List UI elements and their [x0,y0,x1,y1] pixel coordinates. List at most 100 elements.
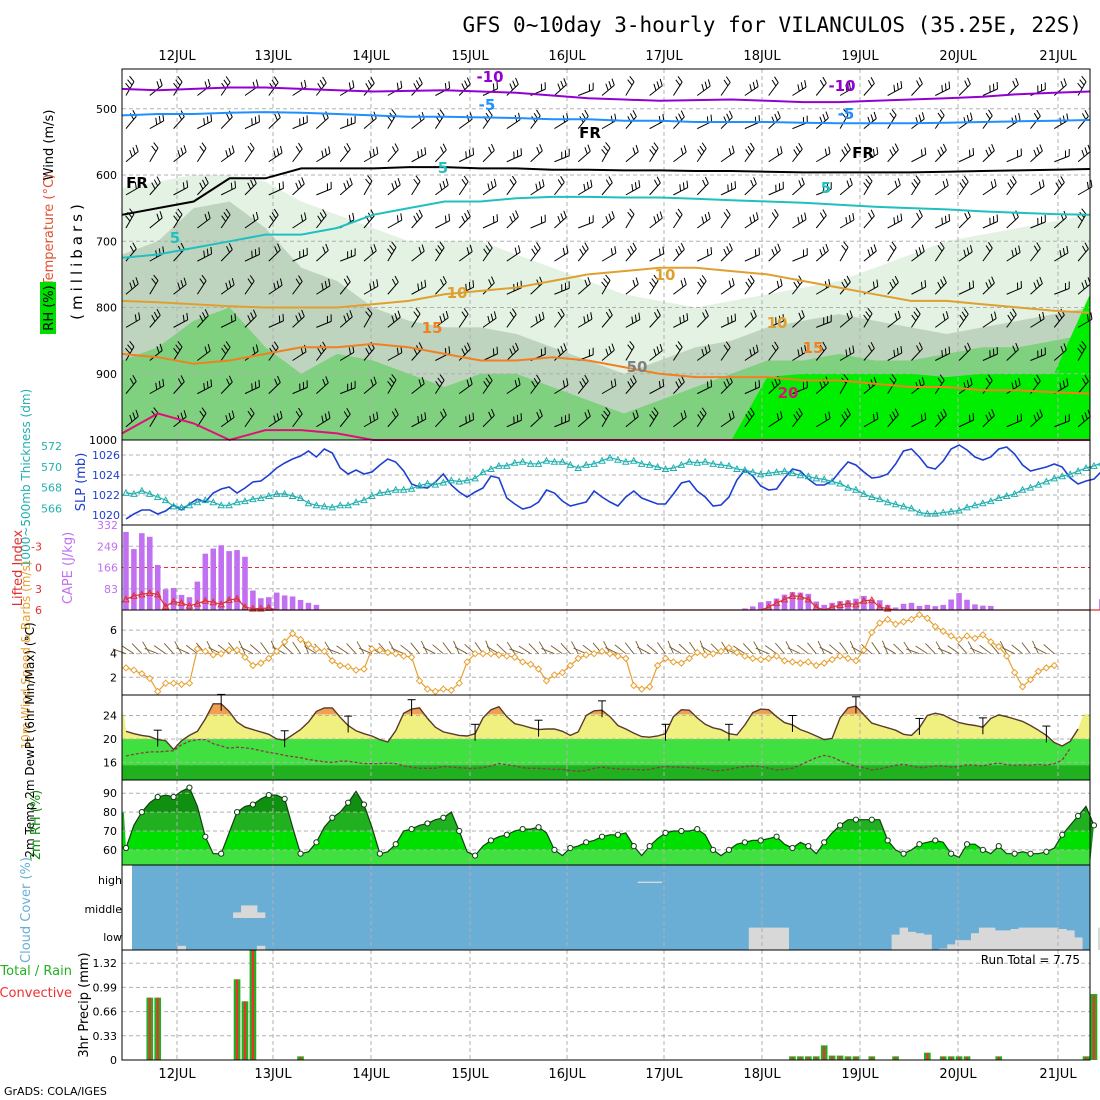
barb-flag [1042,311,1045,319]
barb-flag [1009,179,1015,186]
barb-flag [177,208,183,215]
barb-flag [728,147,732,155]
upper-wind-barb [149,378,165,395]
barb-flag [846,312,850,320]
cloud-low-bar [923,934,932,950]
cape-bar [821,604,827,610]
barb-flag [127,344,133,351]
upper-wind-barb [220,410,235,428]
rh2m-point [614,831,622,838]
upper-wind-barb [768,243,781,262]
upper-wind-barb [673,242,685,262]
rh2m-point [1043,848,1050,855]
barb-flag [1012,308,1017,315]
upper-wind-barb [768,111,781,129]
upper-wind-barb [673,410,687,428]
barb-shaft [435,317,449,328]
barb-flag [491,143,495,151]
barb-flag [396,347,399,355]
wind10m-barb [839,642,849,654]
barb-flag [298,312,302,320]
barb-shaft [958,216,971,229]
wind10m-barb [893,643,904,655]
barb-shaft [196,413,207,428]
upper-wind-barb [863,376,877,395]
wind10m-barb [174,641,182,654]
wind10m-barb [721,641,730,654]
thickness-axis-label: 1000~500mb Thickness (dm) [19,389,33,567]
upper-wind-barb [673,76,683,96]
barb-flag [324,413,328,421]
upper-wind-barb [506,148,522,163]
barb-flag [701,142,707,149]
cloud-low-bar [891,934,901,950]
wind10m-barb [935,641,944,654]
barb-flag [372,281,375,289]
barb-flag [317,347,322,355]
wind10m-barb [238,640,246,654]
barb-flag [1014,247,1018,255]
thickness-point [685,457,694,465]
rh2m-point [963,841,971,848]
cape-bar [908,602,915,610]
upper-wind-barb [792,80,807,96]
barb-flag [1015,77,1019,85]
barb-flag [601,281,607,288]
upper-wind-barb [363,307,373,328]
barb-flag [485,245,491,252]
barb-flag [656,81,660,89]
barb-shaft [339,414,351,428]
wind10m-barb [506,641,516,654]
barb-flag [701,348,705,356]
barb-flag [1077,347,1083,354]
thickness-point [542,456,551,464]
barb-flag [1086,181,1089,189]
upper-wind-barb [815,243,829,262]
barb-flag [924,147,927,155]
barb-flag [841,281,846,289]
slp-tick-1024: 1024 [92,469,120,482]
upper-wind-barb [911,175,921,196]
barb-flag [584,279,588,287]
wind10m-barb [764,645,777,655]
barb-shaft [173,284,187,295]
barb-flag [129,378,135,385]
rh2m-axis-label: 2m RH (%) [29,790,44,861]
upper-wind-barb [935,213,951,229]
thickness-point [931,509,940,517]
rh2m-point [233,809,241,816]
upper-wind-barb [554,245,569,262]
bottom-date-20JUL: 20JUL [939,1067,977,1082]
upper-wind-barb [1006,210,1019,229]
barb-flag [304,79,307,87]
barb-flag [206,116,209,124]
barb-flag [135,144,139,152]
barb-flag [186,180,189,188]
rh2m-tick-80: 80 [103,806,117,819]
barb-flag [225,76,231,83]
barb-flag [798,180,802,188]
barb-flag [611,78,615,86]
upper-wind-barb [958,280,975,295]
barb-flag [889,377,895,384]
upper-wind-barb [530,311,545,328]
upper-wind-barb [744,309,757,328]
upper-wind-barb [744,79,759,96]
barb-flag [413,348,418,355]
barb-flag [511,308,517,315]
upper-wind-barb [744,407,755,428]
cloud-low-bar [1097,927,1100,950]
barb-shaft [149,314,161,328]
thickness-point [233,498,241,506]
upper-wind-barb [720,145,735,163]
barb-flag [560,213,564,221]
precip-total-label: Total / Rain [0,964,72,979]
barb-flag [939,109,945,116]
barb-flag [276,148,280,156]
thickness-point [487,464,495,473]
upper-wind-barb [197,379,213,395]
thickness-point [368,491,376,499]
barb-flag [749,349,752,357]
precip-convective-bar [838,1056,842,1060]
barb-flag [631,183,634,192]
